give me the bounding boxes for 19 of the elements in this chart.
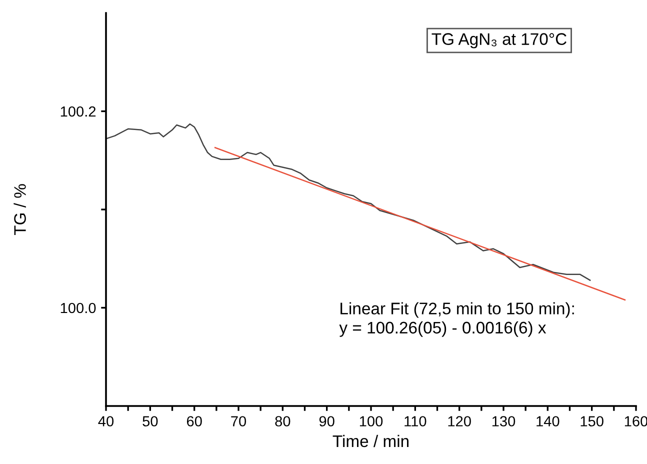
- x-tick-label: 100: [360, 416, 383, 426]
- x-axis-title: Time / min: [332, 434, 408, 448]
- y-axis-title: TG / %: [14, 184, 26, 236]
- y-tick-label: 100.0: [60, 302, 96, 314]
- x-tick-label: 40: [98, 416, 114, 426]
- x-tick-label: 120: [448, 416, 471, 426]
- x-tick-label: 130: [492, 416, 516, 426]
- x-tick-label: 80: [275, 416, 290, 426]
- annotation: TG AgN₃ at 170°C: [432, 33, 566, 48]
- y-tick-label: 100.2: [60, 106, 96, 117]
- line-series: [106, 123, 591, 281]
- x-tick-label: 60: [186, 416, 202, 426]
- x-tick-label: 110: [404, 416, 426, 426]
- x-tick-label: 50: [142, 416, 158, 426]
- x-tick-label: 140: [536, 416, 560, 426]
- x-tick-label: 90: [319, 416, 334, 426]
- x-tick-label: 150: [580, 416, 604, 426]
- annotation: Linear Fit (72,5 min to 150 min): y = 100.26(05) - 0.0016(6) x: [339, 302, 574, 337]
- x-tick-label: 70: [231, 416, 246, 426]
